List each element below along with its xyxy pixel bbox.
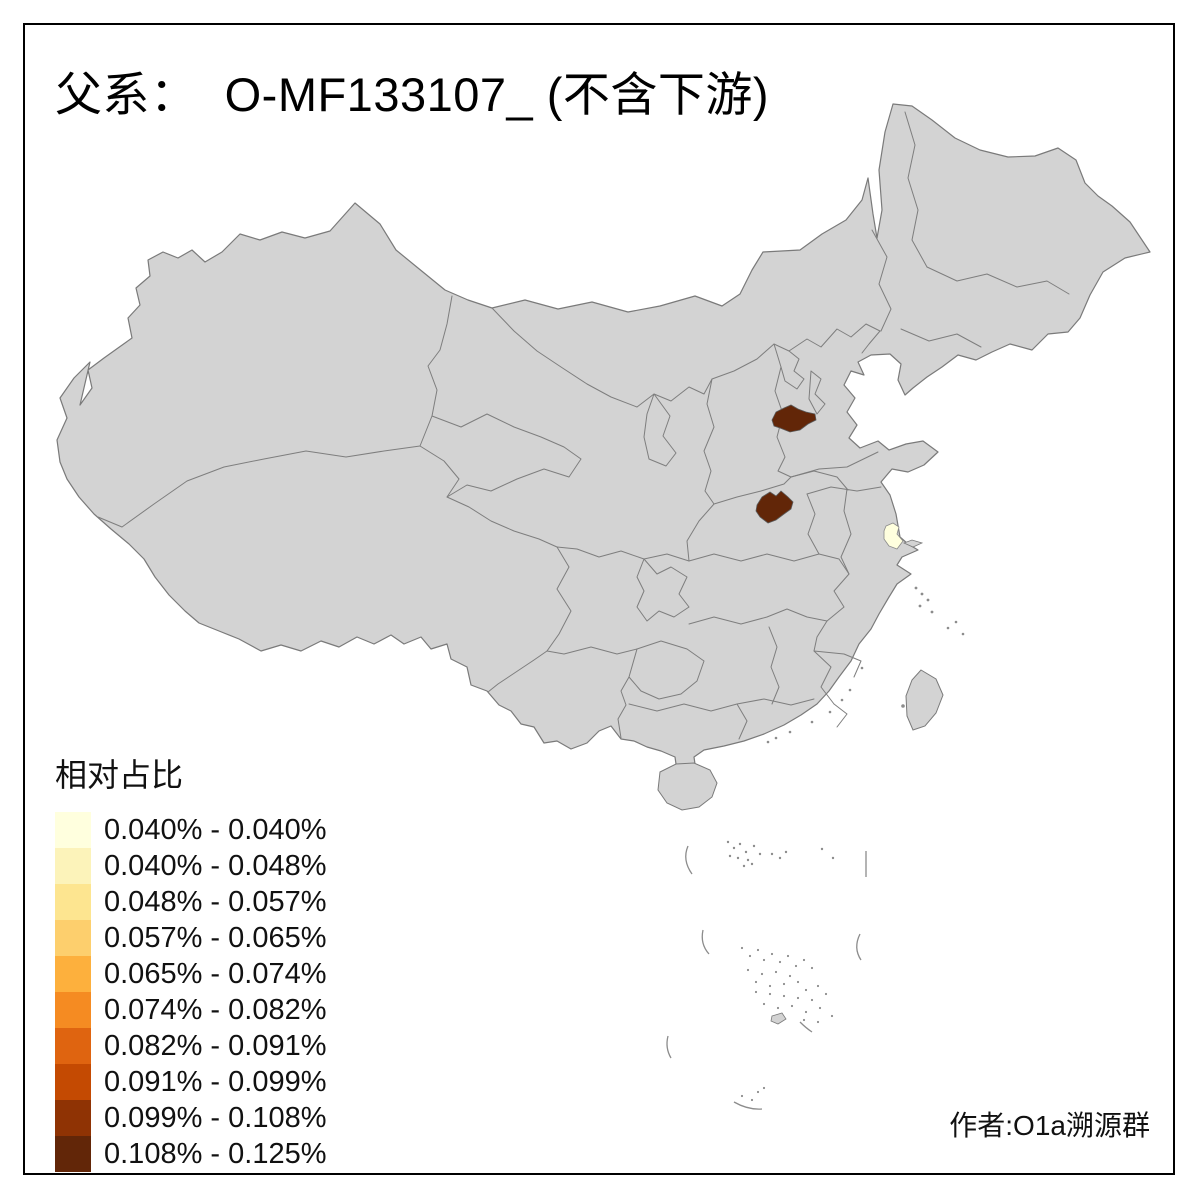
legend-swatch (55, 920, 91, 956)
legend-label: 0.108% - 0.125% (104, 1137, 327, 1170)
map-frame-border (23, 23, 1175, 1175)
map-title: 父系： O-MF133107_ (不含下游) (55, 68, 770, 121)
legend-label: 0.057% - 0.065% (104, 921, 327, 954)
region-highlight-north-henan (755, 490, 794, 524)
legend-row: 0.057% - 0.065% (55, 920, 326, 956)
legend-swatch (55, 992, 91, 1028)
legend-label: 0.099% - 0.108% (104, 1101, 327, 1134)
taiwan-island (905, 669, 944, 731)
legend-row: 0.082% - 0.091% (55, 1028, 326, 1064)
legend-swatch (55, 1136, 91, 1172)
legend-swatch (55, 812, 91, 848)
south-china-sea-islands (666, 840, 867, 1110)
legend-title: 相对占比 (55, 757, 184, 793)
legend-label: 0.074% - 0.082% (104, 993, 327, 1026)
hainan-island (657, 762, 718, 811)
coastal-islets (766, 586, 965, 744)
legend-row: 0.040% - 0.040% (55, 812, 326, 848)
legend-swatch (55, 1064, 91, 1100)
legend-row: 0.040% - 0.048% (55, 848, 326, 884)
legend-rows: 0.040% - 0.040% 0.040% - 0.048% 0.048% - 0… (55, 812, 326, 1172)
region-highlight-south-jiangsu (883, 522, 904, 550)
region-highlight-south-hebei (771, 404, 817, 433)
legend-row: 0.074% - 0.082% (55, 992, 326, 1028)
legend-label: 0.091% - 0.099% (104, 1065, 327, 1098)
legend-swatch (55, 884, 91, 920)
legend-row: 0.108% - 0.125% (55, 1136, 326, 1172)
legend-label: 0.048% - 0.057% (104, 885, 327, 918)
paracel-islands (726, 840, 835, 868)
legend-label: 0.065% - 0.074% (104, 957, 327, 990)
legend-swatch (55, 956, 91, 992)
legend-row: 0.065% - 0.074% (55, 956, 326, 992)
chongming-island (902, 539, 924, 548)
sea-boundary-dashes (666, 845, 867, 1110)
legend-swatch (55, 848, 91, 884)
legend-label: 0.040% - 0.040% (104, 813, 327, 846)
legend-label: 0.040% - 0.048% (104, 849, 327, 882)
legend-row: 0.099% - 0.108% (55, 1100, 326, 1136)
legend: 相对占比 0.040% - 0.040% 0.040% - 0.048% 0.048… (55, 750, 326, 1172)
attribution-text: 作者:O1a溯源群 (949, 1110, 1150, 1141)
legend-swatch (55, 1100, 91, 1136)
spratly-islands (740, 946, 834, 1102)
legend-row: 0.091% - 0.099% (55, 1064, 326, 1100)
china-mainland (56, 103, 1151, 780)
legend-row: 0.048% - 0.057% (55, 884, 326, 920)
legend-swatch (55, 1028, 91, 1064)
legend-label: 0.082% - 0.091% (104, 1029, 327, 1062)
scs-islet-polygon (770, 1012, 787, 1025)
